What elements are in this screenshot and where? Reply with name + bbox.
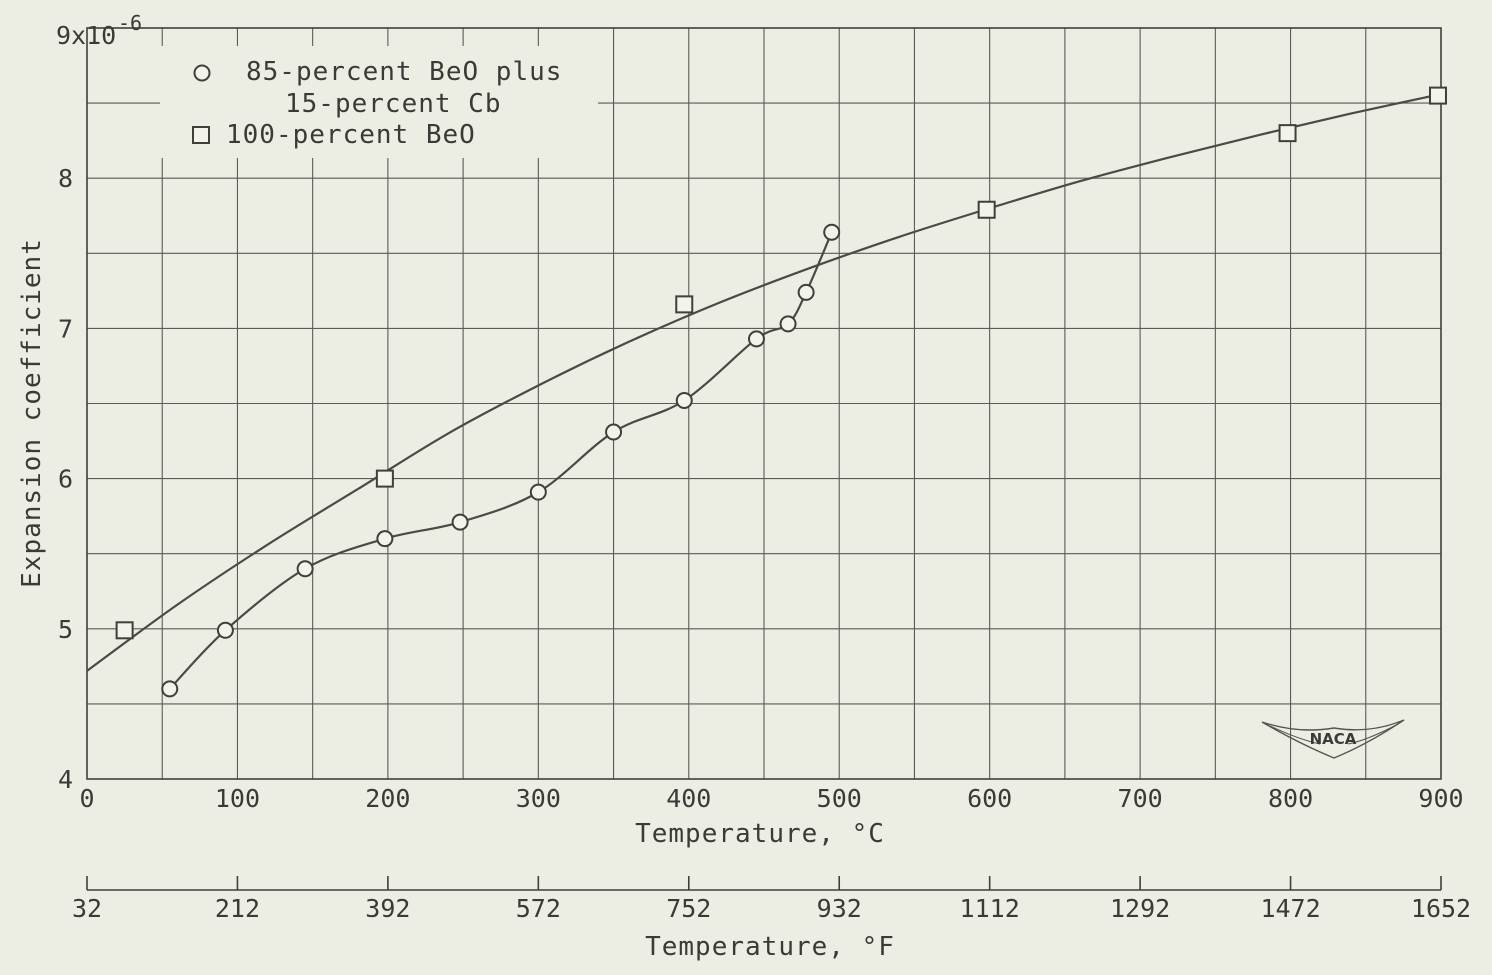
x-tick-label: 300 — [516, 784, 561, 813]
legend-marker-circle — [193, 64, 211, 82]
y-multiplier-label: 9x10 — [56, 21, 116, 50]
secondary-x-tick-label: 1292 — [1110, 894, 1170, 923]
x-tick-label: 600 — [967, 784, 1012, 813]
y-exponent-label: -6 — [118, 11, 142, 35]
plot-frame — [86, 27, 1442, 780]
data-point-beo-cb — [779, 315, 797, 333]
data-point-beo — [1278, 124, 1297, 143]
secondary-x-tick-label: 1472 — [1260, 894, 1320, 923]
data-point-beo-cb — [376, 530, 394, 548]
y-tick-label: 8 — [58, 164, 73, 193]
data-point-beo-cb — [823, 223, 841, 241]
secondary-x-tick-label: 932 — [817, 894, 862, 923]
data-point-beo — [1428, 86, 1447, 105]
data-point-beo-cb — [529, 483, 547, 501]
tick-labels: 0 100 200 300 400 500 600 700 800 900 4 5 6 7 8 32 212 39… — [58, 164, 1471, 923]
x-tick-label: 700 — [1118, 784, 1163, 813]
fit-line-beo — [86, 93, 1442, 672]
data-point-beo-cb — [797, 283, 815, 301]
x-axis-title: Temperature, °C — [635, 819, 885, 849]
data-point-beo — [115, 621, 134, 640]
data-point-beo-cb — [605, 423, 623, 441]
x-tick-label: 400 — [666, 784, 711, 813]
secondary-x-tick-label: 752 — [666, 894, 711, 923]
series-layer — [86, 86, 1447, 698]
data-point-beo-cb — [451, 513, 469, 531]
data-point-beo-cb — [216, 621, 234, 639]
naca-logo-text: NACA — [1310, 730, 1357, 748]
data-point-beo — [675, 295, 694, 314]
data-point-beo — [977, 200, 996, 219]
data-point-beo-cb — [296, 560, 314, 578]
x-tick-label: 100 — [215, 784, 260, 813]
naca-logo: NACA — [1261, 719, 1405, 759]
y-tick-label: 4 — [58, 765, 73, 794]
y-tick-label: 5 — [58, 615, 73, 644]
x-tick-label: 200 — [365, 784, 410, 813]
y-axis-title: Expansion coefficient — [17, 238, 47, 588]
data-point-beo-cb — [161, 680, 179, 698]
legend-label-beo: 100-percent BeO — [226, 120, 476, 150]
legend-background — [160, 46, 598, 158]
axes — [86, 27, 1442, 891]
secondary-x-axis-title: Temperature, °F — [645, 932, 895, 962]
data-point-beo-cb — [747, 330, 765, 348]
legend-label-bec-line-1: 85-percent BeO plus — [246, 57, 562, 87]
secondary-x-tick-label: 1652 — [1411, 894, 1471, 923]
secondary-x-tick-label: 212 — [215, 894, 260, 923]
legend: 85-percent BeO plus 15-percent Cb 100-pe… — [192, 57, 562, 150]
secondary-x-tick-label: 32 — [72, 894, 102, 923]
y-tick-label: 6 — [58, 465, 73, 494]
x-tick-label: 800 — [1268, 784, 1313, 813]
x-tick-label: 900 — [1418, 784, 1463, 813]
secondary-x-tick-label: 392 — [365, 894, 410, 923]
naca-wing-feathers-icon — [1269, 723, 1399, 745]
naca-wings-icon — [1261, 719, 1405, 759]
x-tick-label: 500 — [817, 784, 862, 813]
legend-marker-square — [192, 126, 210, 144]
secondary-x-tick-label: 572 — [516, 894, 561, 923]
y-tick-label: 7 — [58, 314, 73, 343]
legend-label-bec-line-2: 15-percent Cb — [285, 89, 502, 119]
x-tick-label: 0 — [79, 784, 94, 813]
data-point-beo — [375, 469, 394, 488]
secondary-x-tick-label: 1112 — [960, 894, 1020, 923]
data-point-beo-cb — [675, 391, 693, 409]
